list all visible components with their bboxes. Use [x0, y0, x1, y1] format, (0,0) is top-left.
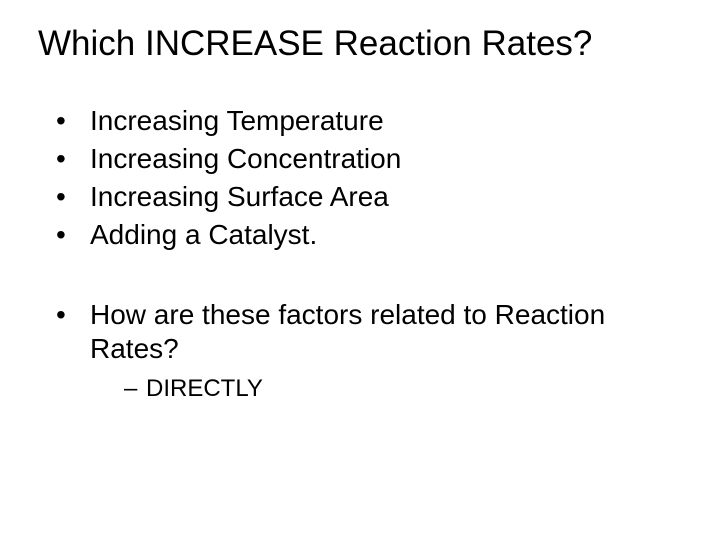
list-item: • How are these factors related to React…	[56, 298, 682, 366]
bullet-icon: •	[56, 298, 90, 332]
bullet-icon: •	[56, 180, 90, 214]
list-item-text: Adding a Catalyst.	[90, 218, 317, 252]
bullet-icon: •	[56, 218, 90, 252]
list-item: • Increasing Concentration	[56, 142, 682, 176]
bullet-icon: •	[56, 104, 90, 138]
bullet-icon: •	[56, 142, 90, 176]
list-item-text: Increasing Concentration	[90, 142, 401, 176]
list-item-text: Increasing Temperature	[90, 104, 384, 138]
question-list: • How are these factors related to React…	[56, 298, 682, 404]
answer-text: DIRECTLY	[146, 374, 263, 404]
answer-sublist: – DIRECTLY	[124, 374, 682, 404]
slide-title: Which INCREASE Reaction Rates?	[38, 24, 682, 64]
dash-icon: –	[124, 374, 146, 404]
sub-item: – DIRECTLY	[124, 374, 682, 404]
list-item-text: Increasing Surface Area	[90, 180, 389, 214]
list-item: • Increasing Surface Area	[56, 180, 682, 214]
factors-list: • Increasing Temperature • Increasing Co…	[56, 104, 682, 252]
list-item: • Adding a Catalyst.	[56, 218, 682, 252]
list-item: • Increasing Temperature	[56, 104, 682, 138]
question-text: How are these factors related to Reactio…	[90, 298, 682, 366]
